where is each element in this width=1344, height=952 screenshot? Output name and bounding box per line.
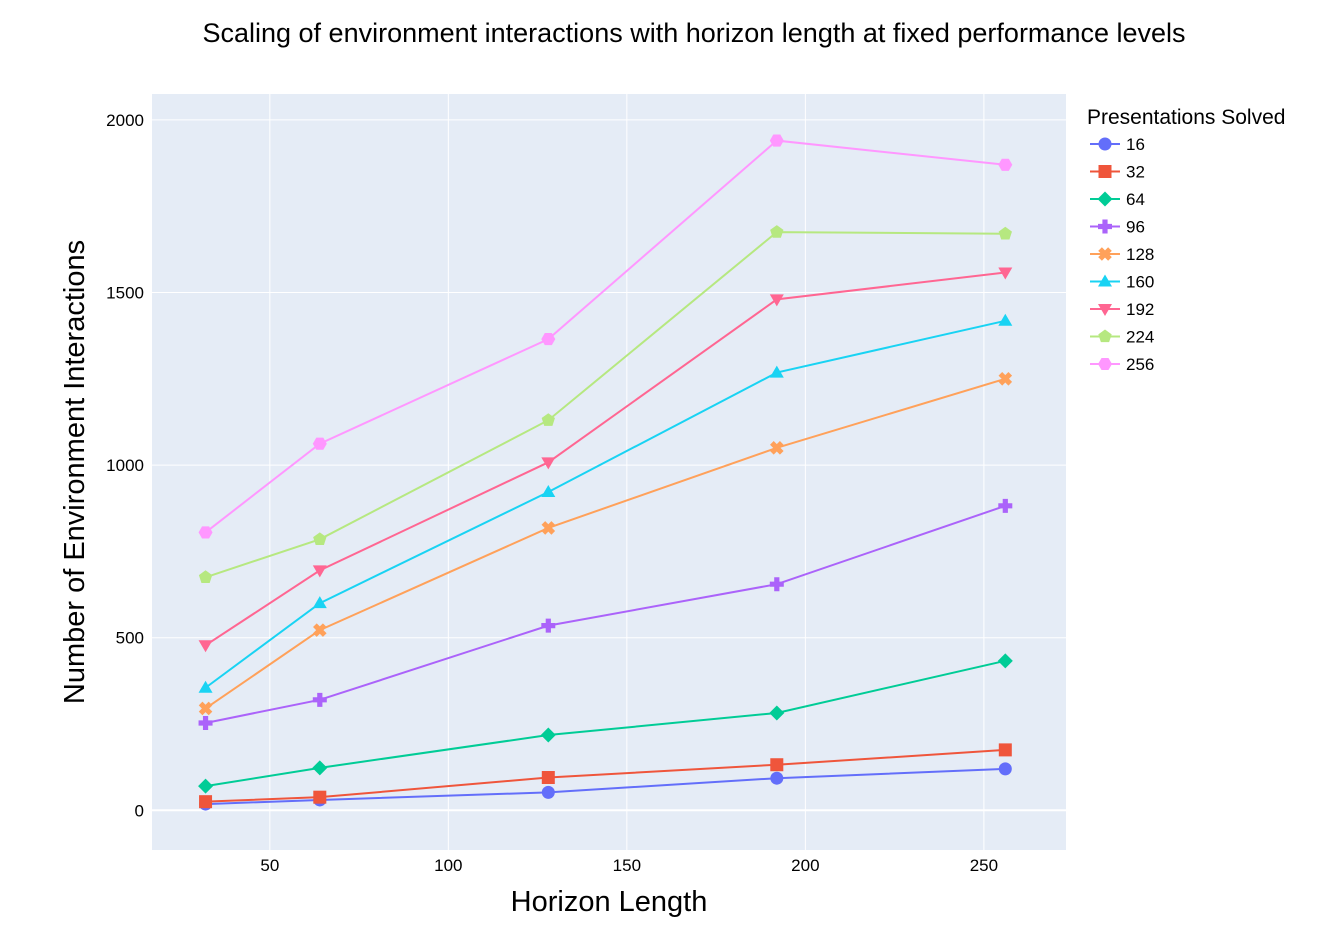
y-tick-label: 500: [116, 629, 144, 648]
data-point-256: [198, 526, 213, 539]
data-point-16: [998, 762, 1012, 776]
x-tick-label: 100: [434, 856, 462, 875]
series-64: [198, 653, 1013, 794]
data-point-256: [998, 158, 1013, 171]
legend-marker: [1097, 191, 1113, 207]
series-96: [198, 498, 1013, 730]
series-32: [199, 743, 1012, 809]
data-point-192: [541, 457, 556, 470]
data-point-160: [312, 596, 327, 609]
x-tick-label: 150: [613, 856, 641, 875]
data-point-224: [313, 532, 327, 545]
x-tick-label: 50: [260, 856, 279, 875]
data-point-256: [312, 437, 327, 450]
data-point-160: [998, 313, 1013, 326]
series-192: [198, 267, 1013, 653]
legend: Presentations Solved 16 32 64 96 128 160 192 22…: [1087, 106, 1285, 374]
data-point-224: [541, 413, 555, 426]
x-tick-label: 250: [970, 856, 998, 875]
data-point-32: [541, 771, 555, 785]
data-point-256: [769, 134, 784, 147]
legend-marker: [1098, 165, 1112, 178]
legend-item-224: 224: [1090, 328, 1154, 347]
legend-label: 160: [1126, 273, 1154, 292]
legend-marker: [1098, 219, 1112, 234]
data-point-128: [998, 372, 1013, 386]
data-point-32: [313, 790, 327, 804]
legend-marker: [1098, 274, 1112, 287]
data-point-128: [770, 441, 784, 455]
y-tick-label: 1000: [106, 456, 144, 475]
data-point-192: [312, 565, 327, 578]
legend-label: 96: [1126, 218, 1145, 237]
data-point-32: [998, 743, 1012, 757]
data-point-16: [770, 771, 784, 785]
x-tick-label: 200: [791, 856, 819, 875]
legend-label: 128: [1126, 245, 1154, 264]
data-point-96: [541, 618, 556, 633]
series-layer: [198, 134, 1013, 811]
x-axis-ticks: 50 100 150 200 250: [260, 856, 998, 875]
legend-item-96: 96: [1090, 218, 1145, 237]
data-point-32: [199, 795, 213, 809]
legend-item-192: 192: [1090, 300, 1154, 319]
y-tick-label: 2000: [106, 111, 144, 130]
series-128: [198, 372, 1013, 716]
data-point-16: [541, 785, 555, 799]
data-point-192: [998, 267, 1013, 280]
legend-label: 192: [1126, 300, 1154, 319]
gridlines: [152, 94, 1066, 850]
x-axis-title: Horizon Length: [511, 886, 708, 918]
legend-label: 32: [1126, 163, 1145, 182]
series-160: [198, 313, 1013, 693]
data-point-224: [998, 226, 1012, 240]
legend-item-160: 160: [1090, 273, 1154, 292]
data-point-224: [770, 225, 784, 238]
legend-marker: [1098, 304, 1112, 316]
data-point-160: [198, 680, 213, 693]
data-point-96: [198, 715, 213, 730]
legend-label: 64: [1126, 190, 1145, 209]
legend-label: 16: [1126, 135, 1145, 154]
y-tick-label: 0: [135, 801, 144, 820]
y-axis-title: Number of Environment Interactions: [59, 240, 91, 704]
chart-title: Scaling of environment interactions with…: [202, 18, 1185, 48]
data-point-64: [312, 760, 328, 776]
data-point-256: [541, 333, 556, 346]
legend-marker: [1098, 247, 1112, 261]
data-point-64: [997, 653, 1013, 669]
data-point-160: [541, 485, 556, 498]
data-point-64: [540, 727, 556, 743]
data-point-128: [198, 701, 213, 716]
legend-title: Presentations Solved: [1087, 106, 1285, 129]
legend-item-256: 256: [1090, 355, 1154, 374]
series-256: [198, 134, 1013, 539]
data-point-160: [769, 365, 784, 378]
legend-item-64: 64: [1090, 190, 1145, 209]
y-axis-ticks: 0 500 1000 1500 2000: [106, 111, 144, 820]
legend-label: 256: [1126, 355, 1154, 374]
data-point-64: [198, 778, 214, 794]
data-point-128: [541, 521, 556, 535]
y-tick-label: 1500: [106, 283, 144, 302]
data-point-192: [769, 294, 784, 307]
data-point-224: [198, 570, 213, 583]
legend-marker: [1098, 329, 1112, 343]
legend-item-16: 16: [1090, 135, 1145, 154]
data-point-64: [769, 705, 785, 721]
data-point-96: [312, 692, 327, 707]
data-point-192: [198, 640, 213, 653]
data-point-32: [770, 758, 784, 772]
series-224: [198, 225, 1012, 583]
data-point-128: [313, 623, 327, 637]
legend-marker: [1098, 137, 1112, 151]
legend-marker: [1098, 357, 1112, 371]
data-point-96: [998, 498, 1013, 513]
plot-area: [152, 94, 1066, 850]
legend-item-32: 32: [1090, 163, 1145, 182]
legend-item-128: 128: [1090, 245, 1154, 264]
data-point-96: [769, 577, 784, 592]
legend-label: 224: [1126, 328, 1154, 347]
